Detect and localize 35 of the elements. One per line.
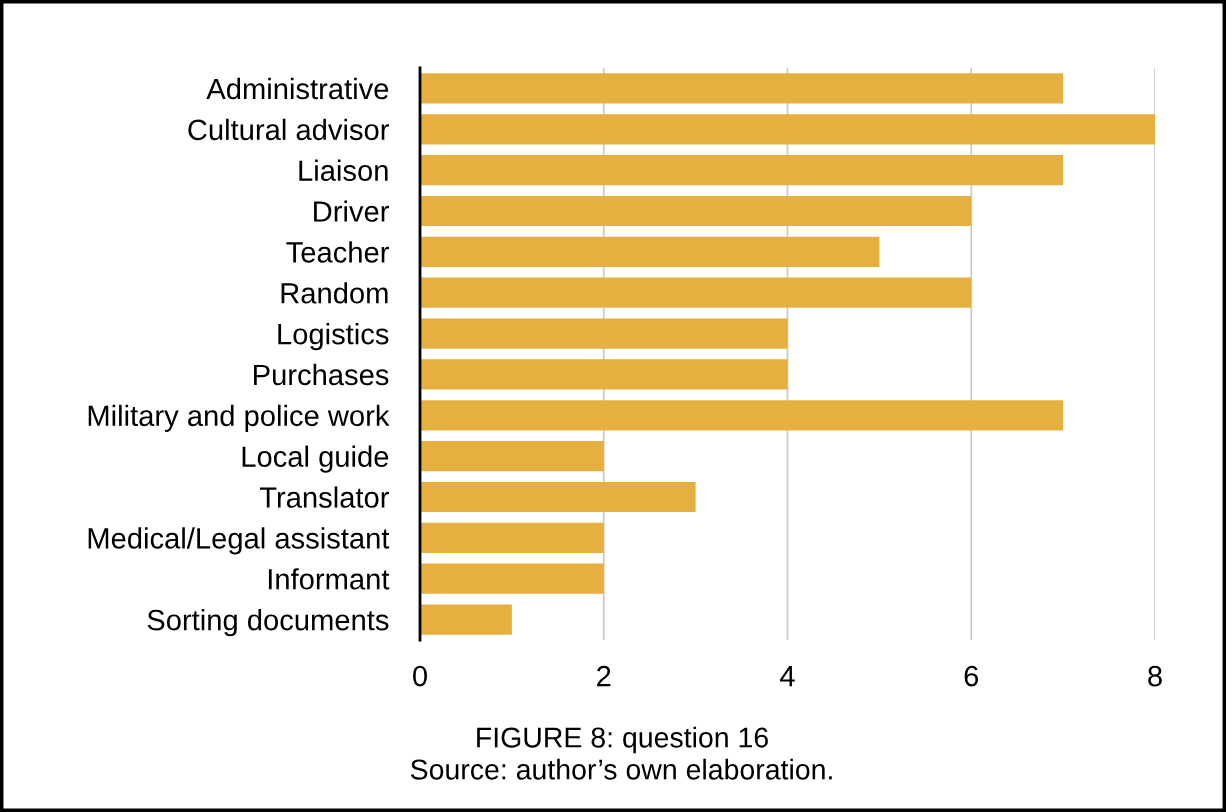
bar [420, 318, 788, 349]
bar [420, 441, 604, 472]
y-tick-label: Administrative [206, 77, 389, 100]
y-tick-label: Local guide [242, 445, 389, 473]
source-note: Source: author’s own elaboration. [410, 758, 832, 780]
bar [420, 604, 512, 635]
y-tick-label: Military and police work [88, 404, 390, 432]
x-tick-label: 0 [413, 665, 427, 687]
y-tick-label: Translator [259, 486, 389, 508]
y-tick-label: Driver [314, 200, 389, 222]
bar [420, 400, 1064, 431]
y-tick-label: Informant [268, 568, 390, 590]
y-tick-label: Teacher [286, 241, 389, 263]
bar [420, 522, 604, 553]
caption: FIGURE 8: question 16 [477, 726, 768, 754]
bar [420, 359, 788, 390]
x-tick-label: 6 [964, 665, 979, 687]
bar [420, 563, 604, 594]
bar [420, 481, 696, 513]
bar [420, 195, 972, 227]
bar [420, 236, 880, 267]
y-tick-label: Liaison [299, 159, 388, 181]
y-tick-label: Random [281, 282, 388, 304]
bar [420, 277, 972, 308]
y-tick-label: Sorting documents [147, 609, 389, 637]
y-tick-label: Cultural advisor [188, 118, 389, 141]
x-tick-label: 2 [597, 665, 611, 687]
x-tick-label: 4 [780, 666, 795, 687]
y-tick-label: Purchases [254, 363, 389, 386]
y-tick-label: Logistics [278, 323, 389, 351]
x-tick-label: 8 [1148, 665, 1162, 687]
bar [420, 155, 1064, 186]
y-tick-label: Medical/Legal assistant [88, 527, 390, 555]
bar [420, 114, 1155, 145]
bar [420, 73, 1064, 104]
